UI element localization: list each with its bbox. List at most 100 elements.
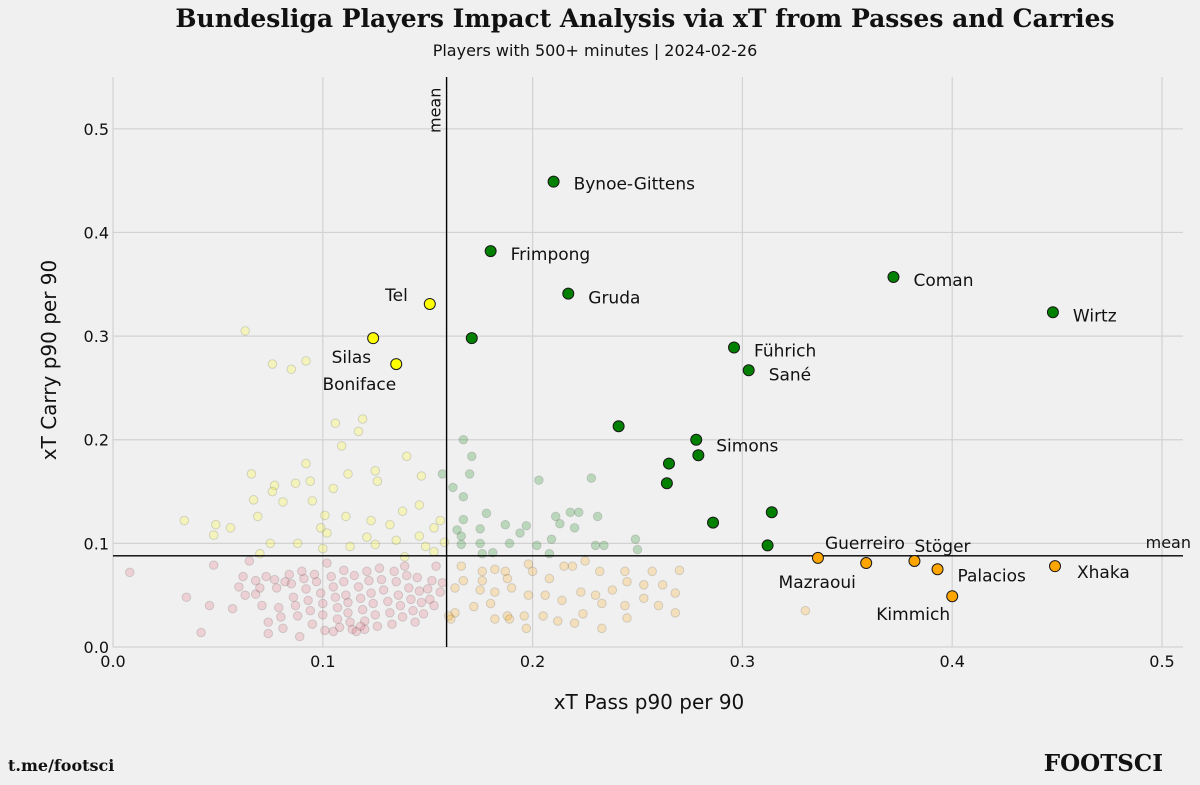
- background-point: [301, 458, 311, 469]
- background-point: [345, 617, 355, 627]
- background-point: [599, 540, 609, 551]
- highlighted-point: [860, 557, 873, 570]
- background-point: [238, 571, 248, 582]
- mean-y-label: mean: [1146, 533, 1191, 552]
- background-point: [406, 594, 416, 605]
- background-point: [341, 511, 351, 522]
- background-point: [573, 507, 584, 518]
- background-point: [475, 585, 485, 595]
- background-point: [269, 574, 280, 585]
- highlighted-point: [692, 449, 705, 462]
- background-point: [357, 414, 368, 424]
- background-point: [622, 576, 632, 587]
- background-point: [357, 604, 368, 615]
- y-tick-label: 0.5: [84, 120, 109, 139]
- background-point: [523, 590, 534, 600]
- background-point: [500, 566, 511, 577]
- background-point: [305, 476, 316, 486]
- background-point: [521, 623, 532, 634]
- background-point: [204, 600, 215, 611]
- highlighted-point: [484, 245, 497, 258]
- background-point: [288, 592, 299, 603]
- background-point: [244, 556, 255, 566]
- background-point: [647, 566, 657, 577]
- background-point: [257, 600, 267, 611]
- background-point: [401, 570, 412, 581]
- background-point: [458, 575, 469, 586]
- highlighted-point: [390, 358, 403, 371]
- background-point: [276, 612, 286, 622]
- background-point: [477, 566, 488, 577]
- background-point: [366, 515, 376, 526]
- background-point: [481, 508, 492, 519]
- background-point: [391, 576, 402, 587]
- background-point: [330, 592, 341, 603]
- player-label: Führich: [754, 341, 816, 361]
- background-point: [437, 577, 448, 588]
- grid-lines: [112, 77, 1183, 648]
- background-point: [670, 588, 681, 598]
- background-point: [435, 515, 446, 526]
- y-axis-label: xT Carry p90 per 90: [37, 260, 61, 460]
- background-point: [362, 532, 372, 542]
- background-points: [124, 326, 811, 642]
- player-label: Silas: [332, 348, 372, 368]
- background-point: [500, 519, 511, 530]
- background-point: [674, 565, 685, 576]
- highlighted-points: [367, 175, 1062, 603]
- background-point: [225, 523, 236, 533]
- background-point: [456, 531, 467, 541]
- tick-labels: 0.0 0.1 0.2 0.3 0.4 0.5 0.0 0.1 0.2 0.3 0.4 0.5: [84, 120, 1175, 671]
- background-point: [657, 580, 668, 590]
- background-point: [234, 582, 244, 592]
- background-point: [376, 574, 387, 585]
- background-point: [532, 540, 542, 551]
- background-point: [240, 326, 250, 336]
- highlighted-point: [742, 364, 755, 377]
- background-point: [580, 556, 590, 566]
- background-point: [364, 575, 374, 586]
- background-point: [309, 569, 320, 580]
- background-point: [586, 473, 597, 483]
- background-point: [414, 500, 425, 510]
- background-point: [370, 610, 381, 620]
- player-label: Mazraoui: [779, 573, 856, 593]
- background-point: [315, 523, 326, 533]
- background-point: [607, 585, 618, 595]
- background-point: [286, 578, 297, 589]
- background-point: [429, 600, 439, 611]
- background-point: [555, 518, 565, 529]
- highlighted-point: [887, 271, 900, 284]
- highlighted-point: [908, 554, 921, 567]
- mean-x-label: mean: [426, 88, 445, 133]
- background-point: [397, 612, 408, 622]
- player-label: Boniface: [322, 375, 396, 395]
- x-tick-label: 0.5: [1149, 652, 1174, 671]
- background-point: [336, 441, 347, 451]
- background-point: [341, 590, 351, 600]
- background-point: [620, 566, 630, 577]
- player-label: Sané: [769, 365, 811, 385]
- background-point: [343, 597, 353, 608]
- background-point: [263, 617, 274, 627]
- background-point: [343, 469, 353, 479]
- player-label: Kimmich: [876, 605, 950, 625]
- background-point: [490, 614, 500, 624]
- background-point: [502, 611, 513, 621]
- background-point: [515, 528, 525, 538]
- background-point: [372, 476, 383, 486]
- background-point: [389, 566, 399, 577]
- highlighted-point: [662, 457, 675, 470]
- background-point: [670, 608, 681, 618]
- background-point: [435, 587, 446, 597]
- background-point: [347, 624, 357, 635]
- highlighted-point: [612, 420, 625, 433]
- background-point: [322, 558, 332, 568]
- background-point: [429, 546, 439, 557]
- highlighted-point: [367, 332, 380, 345]
- player-label: Stöger: [914, 537, 970, 557]
- background-point: [404, 583, 414, 593]
- background-point: [569, 618, 580, 628]
- background-point: [552, 616, 563, 626]
- background-point: [179, 515, 190, 526]
